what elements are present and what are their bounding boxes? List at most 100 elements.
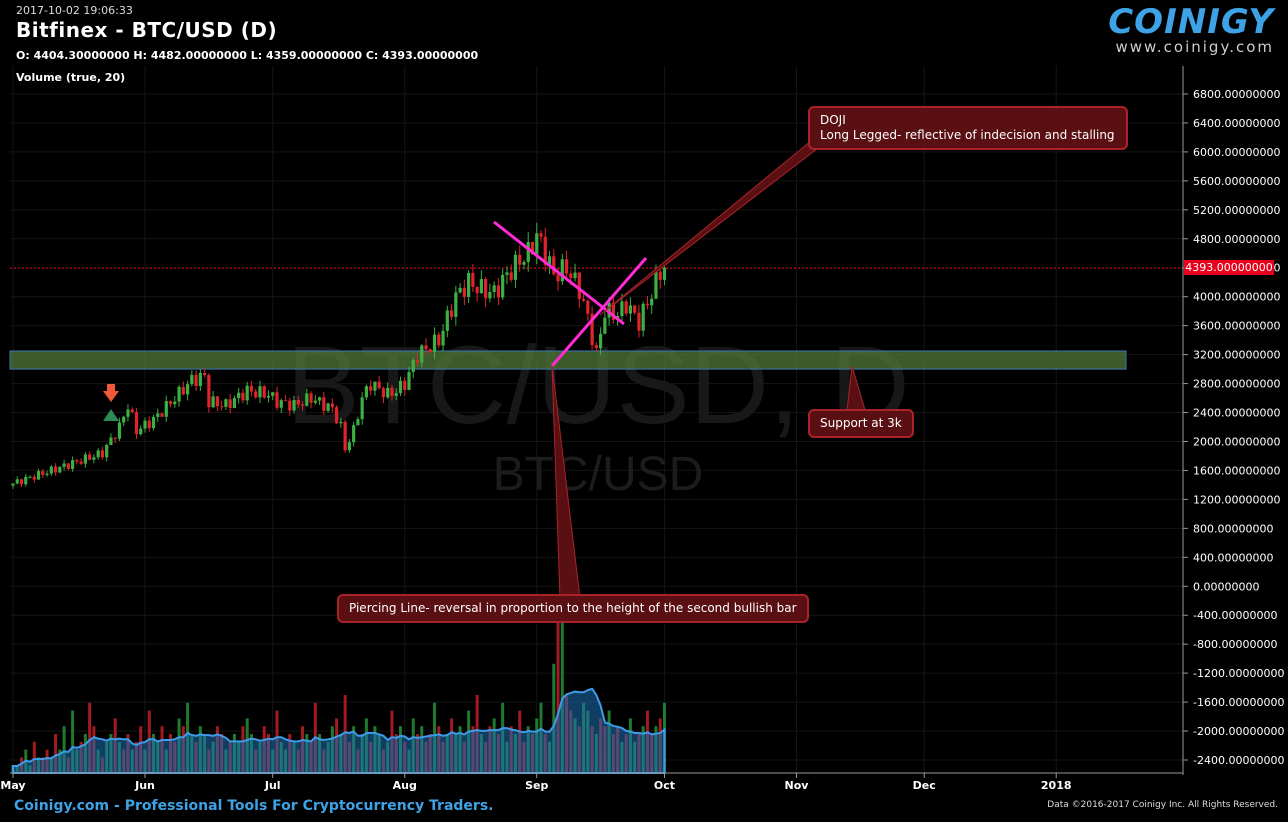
volume-indicator-label[interactable]: Volume (true, 20) — [16, 71, 126, 84]
candle-body — [650, 298, 654, 306]
price-tick-label: 0.00000000 — [1193, 580, 1259, 593]
candle-body — [594, 345, 598, 349]
candle-body — [360, 397, 364, 420]
time-tick-label: Sep — [525, 779, 548, 792]
candle-body — [420, 345, 424, 363]
signal-arrow-up — [103, 409, 119, 421]
time-tick-label: Aug — [393, 779, 417, 792]
candle-body — [75, 460, 79, 462]
candle-body — [245, 385, 249, 401]
candle-body — [117, 422, 122, 439]
candle-body — [484, 279, 488, 299]
candle-body — [53, 466, 58, 473]
candlestick-series — [11, 222, 667, 489]
candle-body — [394, 393, 398, 396]
candle-body — [79, 461, 83, 464]
candle-body — [590, 313, 594, 346]
volume-bar — [560, 539, 564, 773]
logo-text: COINIGY — [1108, 2, 1274, 42]
candle-body — [237, 392, 241, 399]
time-tick-label: Jun — [134, 779, 155, 792]
candle-body — [309, 393, 313, 403]
candle-body — [471, 272, 475, 287]
candle-body — [32, 476, 36, 480]
candle-body — [411, 360, 415, 372]
ohlc-readout: O: 4404.30000000 H: 4482.00000000 L: 435… — [16, 49, 479, 62]
price-tick-label: -1600.00000000 — [1193, 696, 1284, 709]
doji-callout[interactable]: DOJI Long Legged- reflective of indecisi… — [808, 106, 1128, 150]
candle-body — [552, 256, 556, 275]
candle-body — [41, 471, 45, 475]
footer-tagline[interactable]: Coinigy.com - Professional Tools For Cry… — [14, 798, 494, 814]
volume-average-area — [12, 687, 666, 774]
volume-bar — [32, 741, 36, 773]
time-tick-label: Dec — [913, 779, 936, 792]
candle-body — [122, 416, 126, 423]
piercing-callout-text: Piercing Line- reversal in proportion to… — [349, 601, 797, 615]
coinigy-logo[interactable]: COINIGY www.coinigy.com — [1108, 2, 1274, 56]
chart-title: Bitfinex - BTC/USD (D) — [16, 18, 278, 42]
candle-body — [36, 471, 41, 480]
candle-body — [134, 412, 139, 435]
logo-url: www.coinigy.com — [1115, 38, 1274, 56]
candle-body — [518, 254, 522, 265]
candle-body — [130, 409, 134, 413]
time-axis-ticks: May Jun Jul Aug Sep Oct Nov Dec 2018 — [0, 773, 1072, 792]
candle-body — [415, 360, 420, 363]
candle-body — [19, 479, 24, 485]
candle-body — [603, 317, 607, 334]
candle-body — [249, 385, 254, 392]
price-tick-label: 4800.00000000 — [1193, 233, 1280, 246]
candle-body — [83, 454, 87, 464]
candle-body — [326, 403, 330, 411]
watermark-symbol: BTC/USD, D — [286, 324, 909, 447]
candle-body — [100, 450, 105, 458]
candle-body — [292, 399, 296, 411]
candle-body — [258, 386, 262, 398]
signal-arrow-down — [103, 391, 119, 402]
piercing-line-callout[interactable]: Piercing Line- reversal in proportion to… — [337, 594, 809, 623]
candle-body — [556, 274, 560, 282]
candle-body — [92, 457, 96, 460]
candle-body — [185, 384, 190, 395]
candle-body — [586, 300, 590, 314]
candle-body — [437, 334, 441, 346]
candle-body — [454, 292, 458, 317]
candle-body — [228, 399, 232, 409]
candle-body — [96, 450, 100, 458]
candle-body — [369, 386, 373, 391]
candle-body — [364, 386, 369, 398]
candle-body — [641, 303, 645, 331]
candle-body — [398, 380, 403, 394]
candle-body — [322, 397, 326, 411]
candle-body — [335, 407, 339, 424]
candle-body — [181, 386, 185, 395]
price-tick-label: 3600.00000000 — [1193, 320, 1280, 333]
candle-body — [232, 398, 237, 409]
candle-body — [275, 392, 279, 408]
volume-bar — [62, 726, 66, 773]
candle-body — [403, 380, 407, 390]
candle-body — [11, 483, 15, 486]
candle-body — [339, 421, 343, 424]
candle-body — [160, 413, 164, 417]
volume-bar — [54, 734, 58, 773]
support-zone-band — [9, 350, 1127, 370]
candle-body — [645, 303, 650, 306]
support-callout[interactable]: Support at 3k — [808, 409, 914, 438]
price-tick-label: 5200.00000000 — [1193, 204, 1280, 217]
time-tick-label: Nov — [785, 779, 810, 792]
candle-body — [177, 386, 181, 402]
candle-body — [156, 413, 160, 417]
candle-body — [543, 236, 547, 265]
candle-body — [113, 437, 117, 439]
descending-trendline — [493, 220, 625, 326]
candle-body — [283, 400, 288, 402]
candle-body — [143, 420, 147, 429]
candle-body — [28, 476, 32, 478]
candle-body — [271, 392, 275, 396]
price-tick-label: 1200.00000000 — [1193, 493, 1280, 506]
footer-copyright: Data ©2016-2017 Coinigy Inc. All Rights … — [1047, 800, 1278, 810]
candle-body — [577, 272, 581, 300]
